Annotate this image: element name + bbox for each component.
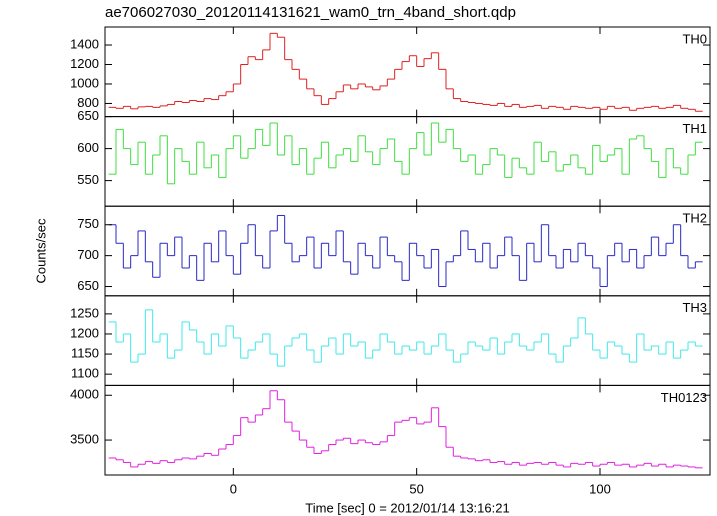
y-tick-label: 750: [77, 216, 99, 231]
panel-label: TH2: [682, 211, 707, 226]
y-tick-label: 1200: [70, 325, 99, 340]
y-tick-label: 4000: [70, 387, 99, 402]
y-tick-label: 650: [77, 108, 99, 123]
y-tick-label: 550: [77, 172, 99, 187]
x-tick-label: 100: [589, 481, 611, 496]
panel-label: TH3: [682, 300, 707, 315]
panel-frame: [104, 116, 711, 207]
panel-label: TH1: [682, 121, 707, 136]
y-tick-label: 600: [77, 140, 99, 155]
x-tick-label: 50: [409, 481, 423, 496]
y-tick-label: 1100: [71, 366, 99, 381]
y-tick-label: 1000: [70, 75, 99, 90]
panel-label: TH0123: [661, 390, 707, 405]
panel-frame: [104, 384, 711, 476]
y-tick-label: 800: [77, 95, 99, 110]
y-tick-label: 1200: [70, 56, 99, 71]
y-tick-label: 650: [77, 278, 99, 293]
panel-frame: [104, 295, 711, 386]
y-tick-label: 1250: [70, 305, 99, 320]
x-axis-label: Time [sec] 0 = 2012/01/14 13:16:21: [305, 500, 509, 515]
y-tick-label: 700: [77, 247, 99, 262]
y-tick-label: 3500: [70, 431, 99, 446]
panel-frame: [104, 205, 711, 297]
panel-label: TH0: [682, 31, 707, 46]
y-tick-label: 1400: [70, 36, 99, 51]
y-axis-label: Counts/sec: [33, 218, 48, 284]
x-tick-label: 0: [230, 481, 237, 496]
panel-frame: [104, 26, 711, 118]
y-tick-label: 1150: [71, 345, 99, 360]
chart-title: ae706027030_20120114131621_wam0_trn_4ban…: [105, 4, 516, 21]
